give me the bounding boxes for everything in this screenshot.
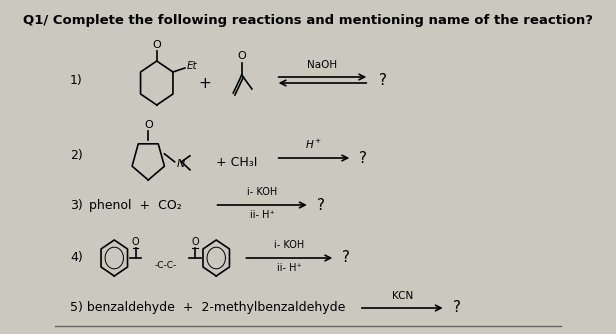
Text: 5) benzaldehyde  +  2-methylbenzaldehyde: 5) benzaldehyde + 2-methylbenzaldehyde <box>70 302 346 315</box>
Text: ?: ? <box>342 250 350 266</box>
Text: 2): 2) <box>70 149 83 162</box>
Text: Q1/ Complete the following reactions and mentioning name of the reaction?: Q1/ Complete the following reactions and… <box>23 14 593 27</box>
Text: ?: ? <box>359 151 367 166</box>
Text: KCN: KCN <box>392 291 413 301</box>
Text: $H^+$: $H^+$ <box>306 138 323 151</box>
Text: O: O <box>191 237 199 247</box>
Text: Et: Et <box>187 61 197 71</box>
Text: O: O <box>132 237 139 247</box>
Text: ?: ? <box>452 301 460 316</box>
Text: i- KOH: i- KOH <box>247 187 277 197</box>
Text: N: N <box>176 159 185 169</box>
Text: ?: ? <box>379 72 387 88</box>
Text: O: O <box>237 51 246 61</box>
Text: 3): 3) <box>70 198 83 211</box>
Text: 1): 1) <box>70 73 83 87</box>
Text: -C-C-: -C-C- <box>154 262 176 271</box>
Text: phenol  +  CO₂: phenol + CO₂ <box>89 198 182 211</box>
Text: + CH₃I: + CH₃I <box>216 156 257 168</box>
Text: ?: ? <box>317 197 325 212</box>
Text: +: + <box>199 75 211 91</box>
Text: O: O <box>144 120 153 130</box>
Text: NaOH: NaOH <box>307 60 338 70</box>
Text: i- KOH: i- KOH <box>274 240 304 250</box>
Text: ii- H⁺: ii- H⁺ <box>249 210 275 220</box>
Text: 4): 4) <box>70 252 83 265</box>
Text: ii- H⁺: ii- H⁺ <box>277 263 302 273</box>
Text: O: O <box>152 40 161 50</box>
